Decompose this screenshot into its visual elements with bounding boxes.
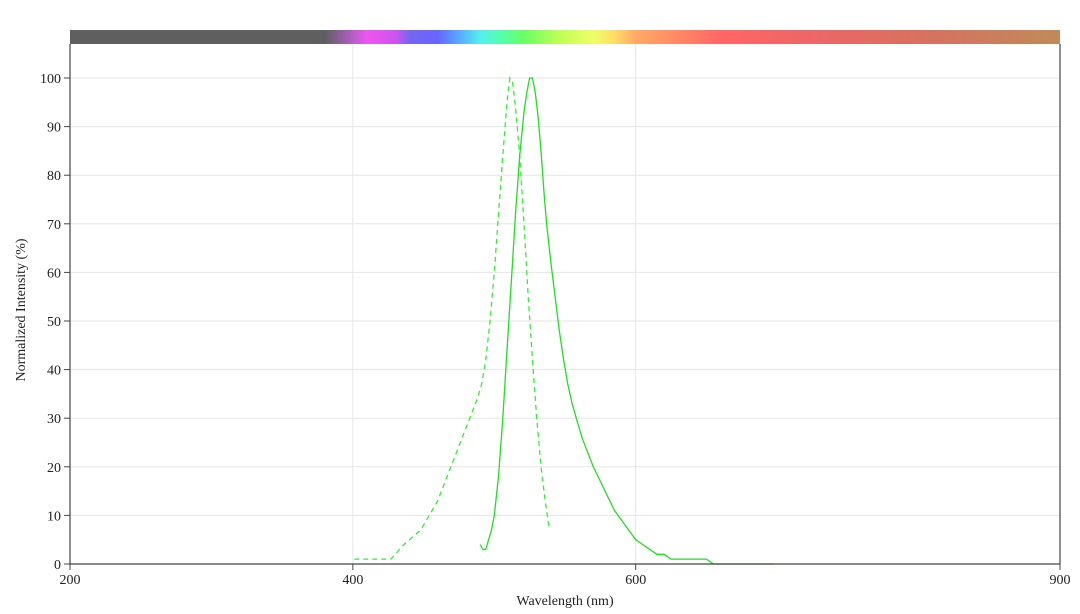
color-spectrum-bar bbox=[70, 30, 1060, 44]
y-tick-label: 60 bbox=[47, 266, 61, 281]
axes bbox=[69, 44, 1061, 565]
grid-lines bbox=[70, 44, 1061, 564]
y-tick-label: 50 bbox=[47, 315, 61, 330]
x-axis-label: Wavelength (nm) bbox=[516, 594, 614, 609]
y-tick-label: 0 bbox=[54, 558, 61, 573]
emission-line bbox=[479, 77, 773, 565]
y-tick-label: 20 bbox=[47, 461, 61, 476]
y-tick-label: 30 bbox=[47, 412, 61, 427]
y-tick-label: 40 bbox=[47, 364, 61, 379]
x-tick-label: 400 bbox=[342, 573, 363, 588]
x-tick-label: 600 bbox=[625, 573, 646, 588]
y-tick-label: 10 bbox=[47, 509, 61, 524]
tick-labels: 0 10 20 30 40 50 60 70 80 90 100 200 400 600 900 bbox=[40, 72, 1071, 588]
excitation-line bbox=[354, 76, 551, 560]
y-tick-label: 80 bbox=[47, 169, 61, 184]
series-layer bbox=[354, 76, 773, 565]
x-tick-label: 200 bbox=[60, 573, 81, 588]
y-tick-label: 70 bbox=[47, 218, 61, 233]
x-tick-label: 900 bbox=[1050, 573, 1071, 588]
y-axis-label: Normalized Intensity (%) bbox=[14, 238, 29, 381]
y-tick-label: 90 bbox=[47, 121, 61, 136]
y-tick-label: 100 bbox=[40, 72, 61, 87]
